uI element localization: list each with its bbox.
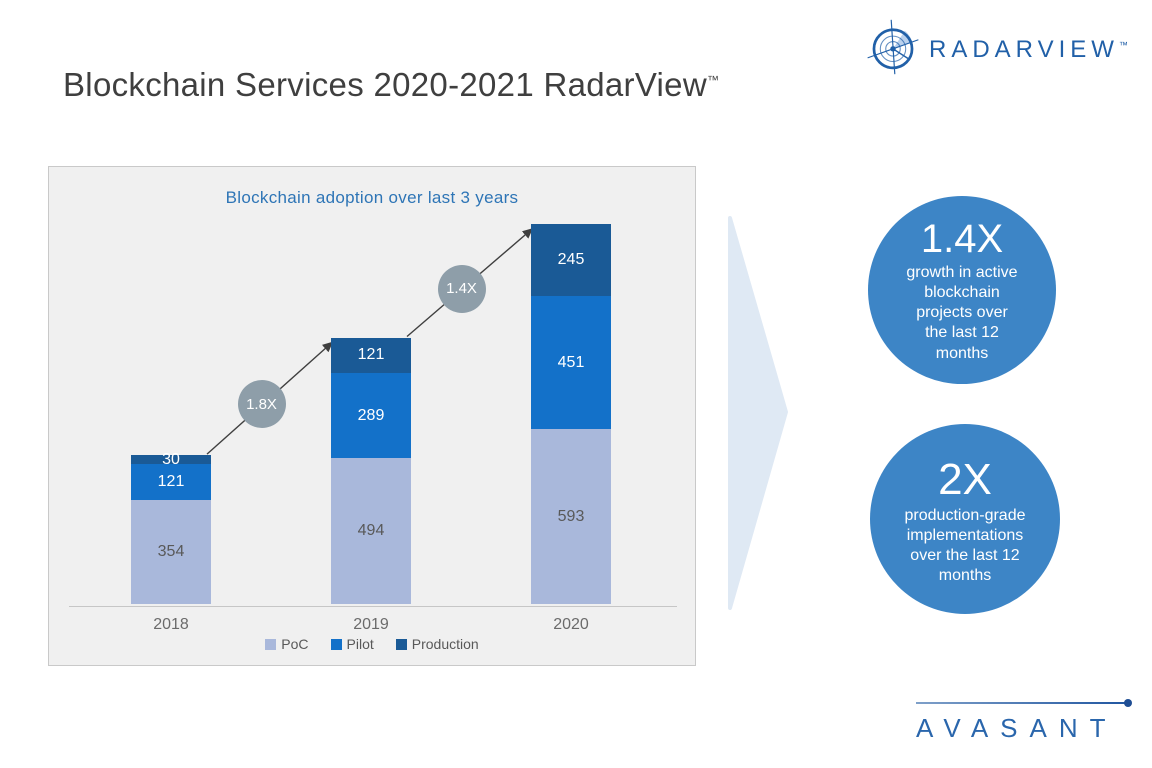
bar-value-label: 121 xyxy=(157,472,185,490)
x-axis-label-2019: 2019 xyxy=(353,616,389,633)
page-title: Blockchain Services 2020-2021 RadarView™ xyxy=(63,66,719,104)
bar-value-label: 593 xyxy=(557,507,585,525)
radarview-logo: RADARVIEW™ xyxy=(864,18,1128,81)
legend-item-production: Production xyxy=(395,636,479,652)
bar-value-label: 121 xyxy=(357,346,385,364)
highlight-text: growth in active blockchain projects ove… xyxy=(906,264,1018,362)
bar-2019: 494 289 121 xyxy=(331,337,411,604)
avasant-logo: AVASANT xyxy=(916,699,1132,744)
legend-swatch xyxy=(395,638,407,650)
bar-segment-pilot-2018: 121 xyxy=(131,463,211,500)
radarview-logo-text: RADARVIEW™ xyxy=(929,36,1128,64)
bar-value-label: 30 xyxy=(162,450,180,468)
x-axis-label-2018: 2018 xyxy=(153,616,189,633)
trademark-symbol: ™ xyxy=(706,73,720,87)
highlight-circle-production: 2X production-grade implementations over… xyxy=(870,424,1060,614)
growth-badge-1.8X: 1.8X xyxy=(237,380,286,429)
radar-icon xyxy=(864,18,922,81)
bar-segment-pilot-2019: 289 xyxy=(331,373,411,459)
highlight-circle-growth: 1.4X growth in active blockchain project… xyxy=(868,196,1056,384)
bar-value-label: 451 xyxy=(557,353,585,371)
stacked-bar-chart: 354 121 30 2018 494 289 121 2019 593 451 245 2020 1.… xyxy=(49,167,695,665)
bar-value-label: 354 xyxy=(157,542,185,560)
bar-segment-poc-2019: 494 xyxy=(331,458,411,604)
bar-value-label: 494 xyxy=(357,522,385,540)
legend-label: PoC xyxy=(281,636,309,652)
x-axis-line xyxy=(69,606,677,607)
legend-swatch xyxy=(330,638,342,650)
legend-label: Pilot xyxy=(346,636,374,652)
bar-segment-poc-2018: 354 xyxy=(131,499,211,604)
growth-badge-1.4X: 1.4X xyxy=(437,264,486,313)
chevron-right-shape xyxy=(728,216,788,610)
radarview-trademark: ™ xyxy=(1118,39,1128,50)
bar-value-label: 245 xyxy=(557,251,585,269)
highlight-value: 1.4X xyxy=(920,217,1004,261)
bar-2020: 593 451 245 xyxy=(531,224,611,604)
bar-segment-poc-2020: 593 xyxy=(531,429,611,604)
page-title-text: Blockchain Services 2020-2021 RadarView xyxy=(63,66,707,103)
legend-item-poc: PoC xyxy=(265,636,309,652)
chart-panel: Blockchain adoption over last 3 years 35… xyxy=(48,166,696,666)
bar-segment-production-2018: 30 xyxy=(131,451,211,467)
bar-segment-production-2020: 245 xyxy=(531,224,611,297)
bar-segment-pilot-2020: 451 xyxy=(531,296,611,430)
legend-label: Production xyxy=(411,636,479,652)
x-axis-label-2020: 2020 xyxy=(553,616,589,633)
highlight-text: production-grade implementations over th… xyxy=(904,507,1026,585)
legend-item-pilot: Pilot xyxy=(330,636,374,652)
avasant-logo-line xyxy=(916,699,1132,707)
avasant-logo-dot xyxy=(1124,699,1132,707)
highlight-value: 2X xyxy=(938,455,992,504)
chart-title: Blockchain adoption over last 3 years xyxy=(225,188,519,207)
legend-swatch xyxy=(265,638,277,650)
bar-segment-production-2019: 121 xyxy=(331,337,411,374)
bar-2018: 354 121 30 xyxy=(131,451,211,604)
bar-value-label: 289 xyxy=(357,406,385,424)
chart-legend: PoC Pilot Production xyxy=(49,636,695,652)
avasant-logo-text: AVASANT xyxy=(916,713,1118,743)
radarview-wordmark: RADARVIEW xyxy=(929,35,1119,63)
